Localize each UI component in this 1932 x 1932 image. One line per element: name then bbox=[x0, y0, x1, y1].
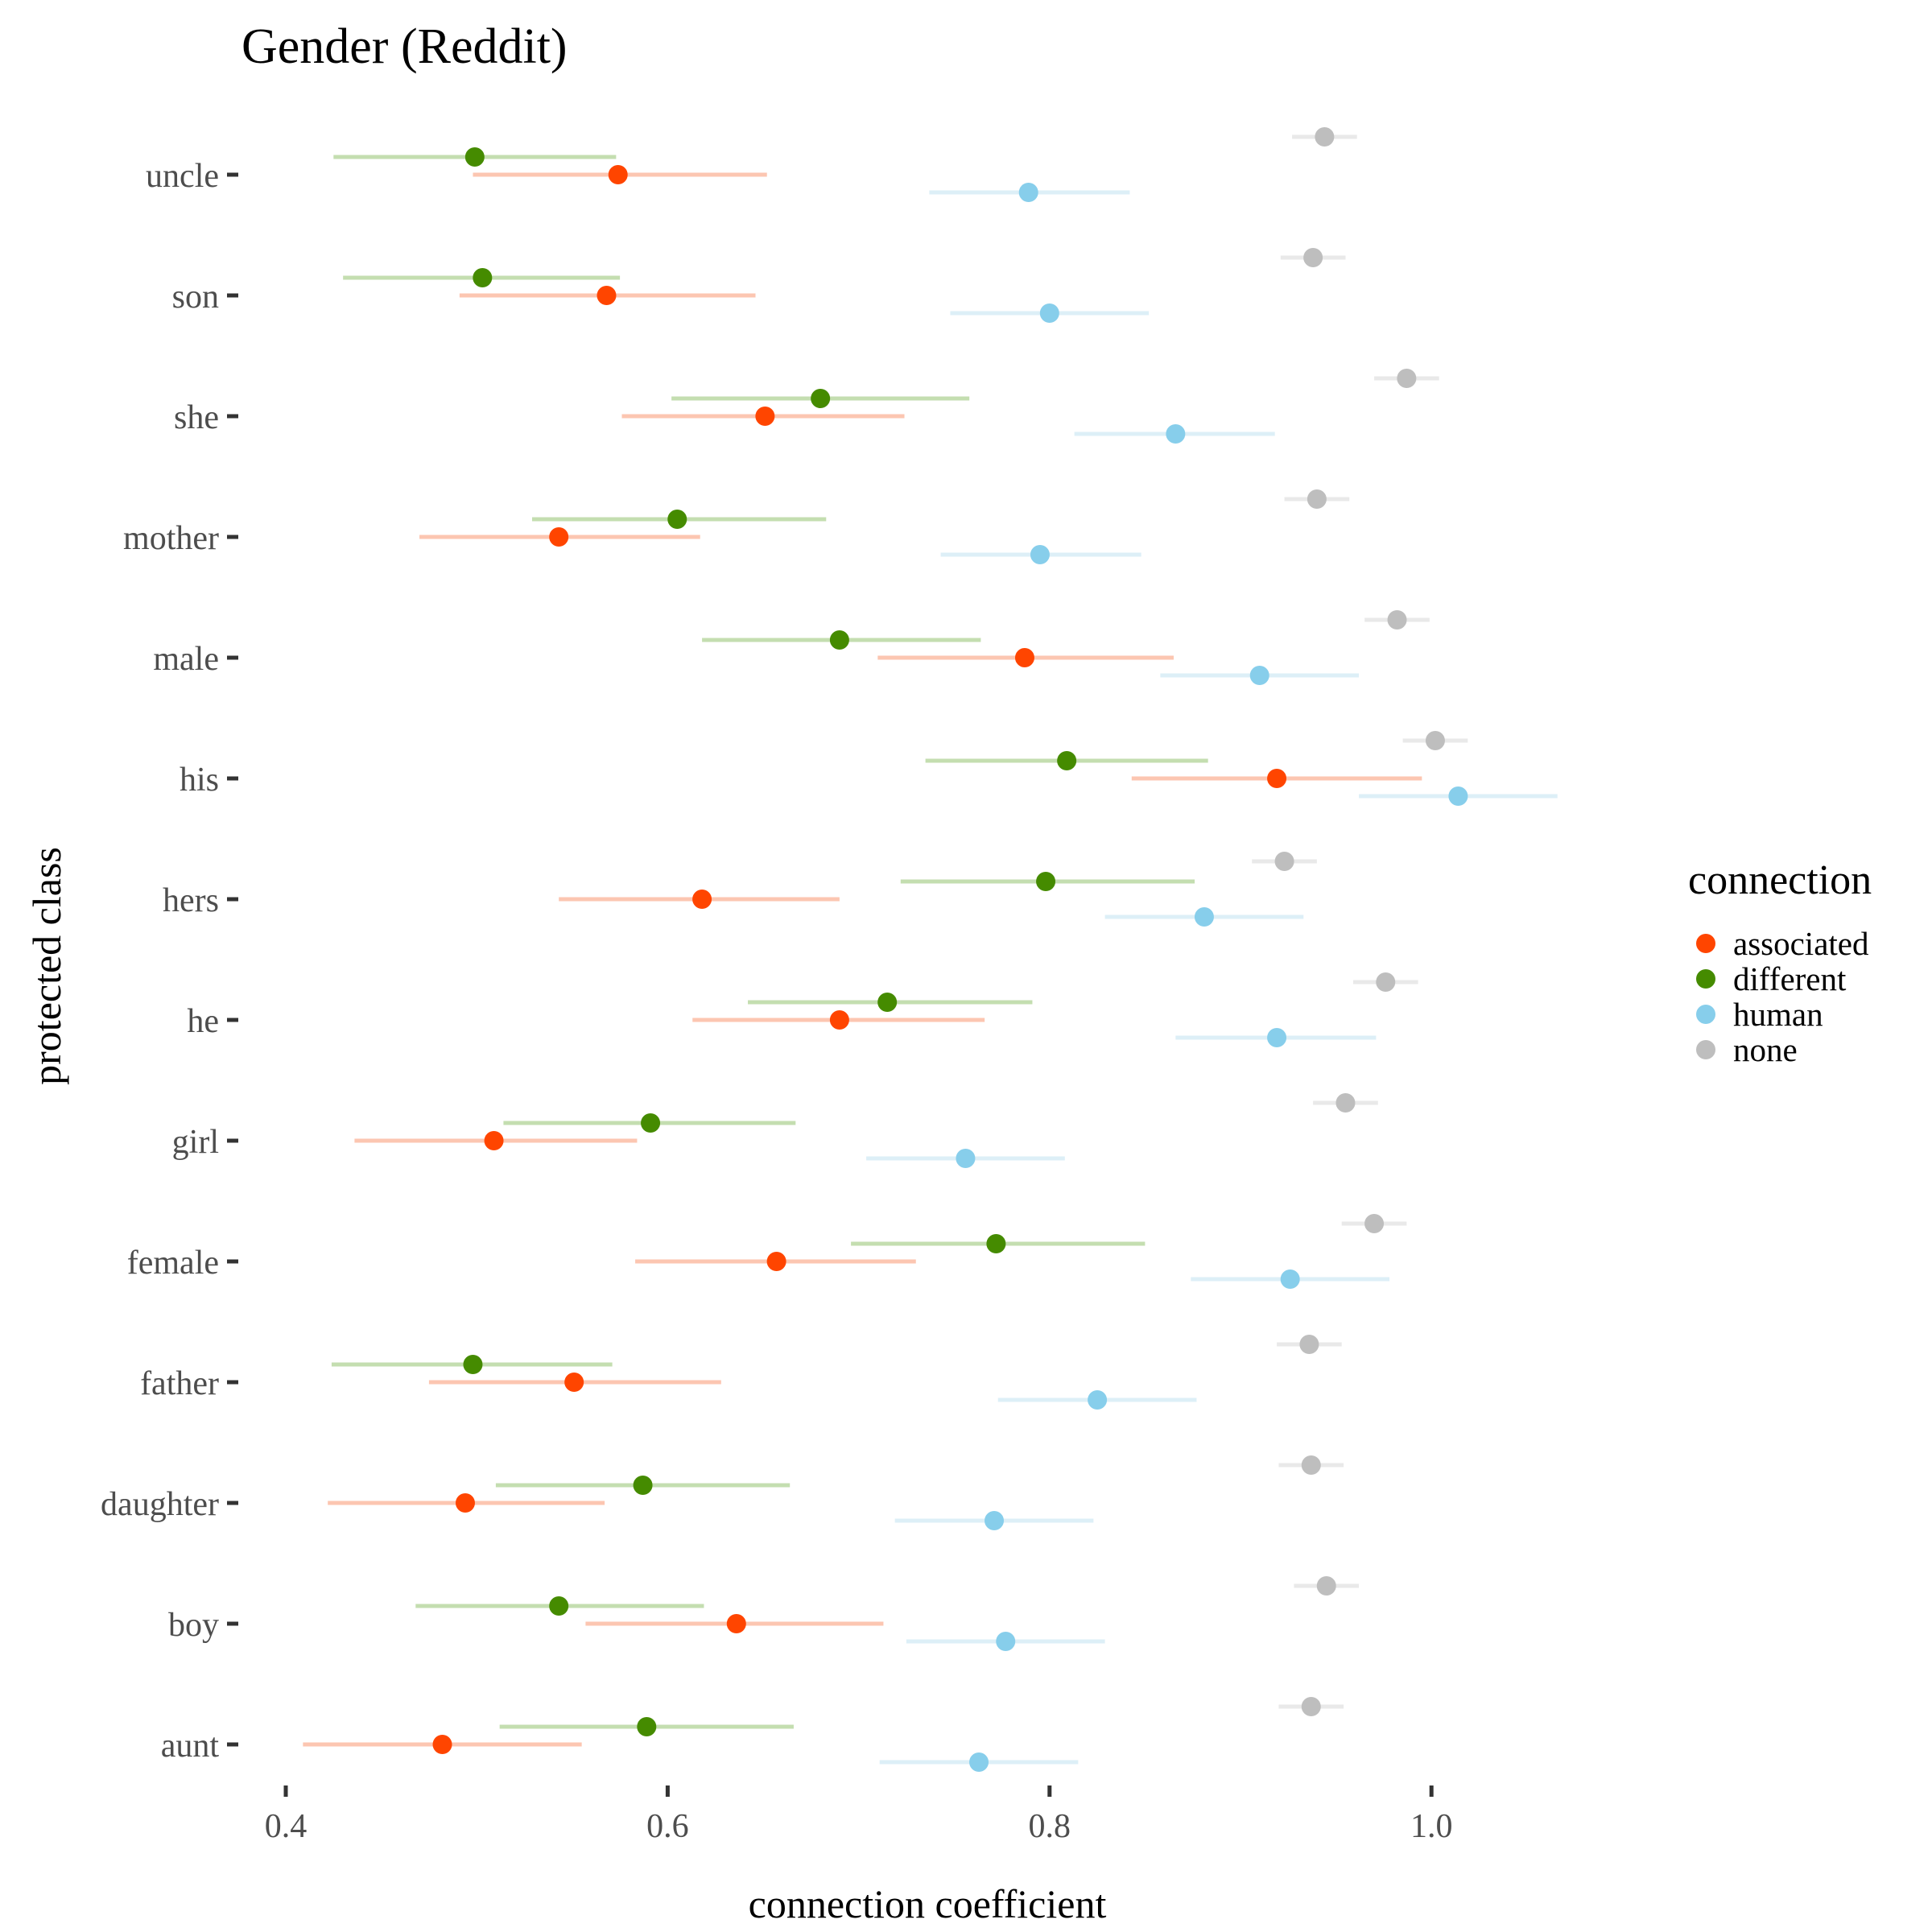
y-tick-label-daughter: daughter bbox=[101, 1486, 219, 1523]
point-different-he bbox=[877, 993, 898, 1012]
point-associated-girl bbox=[484, 1131, 504, 1150]
point-none-he bbox=[1376, 972, 1396, 992]
point-different-daughter bbox=[633, 1476, 653, 1495]
y-tick-label-boy: boy bbox=[168, 1607, 219, 1644]
x-tick-label-0.4: 0.4 bbox=[265, 1808, 308, 1845]
point-different-boy bbox=[549, 1596, 569, 1616]
point-none-she bbox=[1397, 369, 1417, 388]
y-tick-label-female: female bbox=[127, 1245, 219, 1282]
x-axis: 0.4 0.6 0.8 1.0 bbox=[265, 1785, 1453, 1845]
point-none-his bbox=[1425, 731, 1445, 750]
point-associated-mother bbox=[549, 527, 569, 547]
x-tick-label-1.0: 1.0 bbox=[1410, 1808, 1453, 1845]
point-human-she bbox=[1166, 424, 1186, 444]
point-none-aunt bbox=[1301, 1697, 1321, 1716]
data-points bbox=[432, 127, 1468, 1772]
point-human-son bbox=[1039, 303, 1059, 323]
point-different-female bbox=[986, 1234, 1006, 1253]
point-associated-female bbox=[766, 1252, 786, 1271]
point-human-aunt bbox=[969, 1752, 989, 1772]
legend-key-human bbox=[1696, 1005, 1715, 1024]
point-human-his bbox=[1448, 786, 1468, 806]
y-tick-label-father: father bbox=[140, 1365, 219, 1402]
x-tick-label-0.6: 0.6 bbox=[646, 1808, 689, 1845]
point-human-daughter bbox=[985, 1511, 1005, 1530]
point-different-girl bbox=[641, 1113, 661, 1133]
point-human-mother bbox=[1030, 545, 1050, 564]
point-none-son bbox=[1303, 248, 1323, 267]
point-none-mother bbox=[1307, 489, 1327, 509]
legend-label-different: different bbox=[1733, 960, 1847, 997]
point-associated-she bbox=[755, 407, 775, 426]
point-none-girl bbox=[1335, 1093, 1356, 1113]
y-tick-label-male: male bbox=[153, 641, 219, 678]
point-none-boy bbox=[1316, 1576, 1336, 1596]
y-tick-label-she: she bbox=[174, 399, 219, 436]
point-human-boy bbox=[996, 1632, 1016, 1651]
x-tick-label-0.8: 0.8 bbox=[1029, 1808, 1071, 1845]
chart-title: Gender (Reddit) bbox=[242, 19, 568, 74]
point-human-hers bbox=[1194, 907, 1214, 927]
point-associated-aunt bbox=[432, 1735, 452, 1754]
point-associated-boy bbox=[726, 1614, 746, 1633]
point-associated-male bbox=[1014, 648, 1034, 667]
y-tick-label-uncle: uncle bbox=[146, 158, 219, 195]
point-associated-son bbox=[597, 286, 617, 305]
point-different-mother bbox=[667, 510, 687, 529]
y-tick-label-he: he bbox=[187, 1003, 219, 1040]
y-tick-label-aunt: aunt bbox=[161, 1728, 220, 1765]
y-tick-label-mother: mother bbox=[123, 520, 219, 557]
legend-label-none: none bbox=[1733, 1031, 1798, 1068]
point-different-she bbox=[811, 389, 831, 408]
point-different-male bbox=[829, 630, 849, 650]
point-none-female bbox=[1364, 1214, 1385, 1233]
point-associated-he bbox=[829, 1010, 849, 1030]
legend-key-associated bbox=[1696, 934, 1715, 953]
x-axis-title: connection coefficient bbox=[749, 1881, 1107, 1926]
y-axis: uncle son she mother male his hers he girl female… bbox=[101, 158, 238, 1765]
point-human-he bbox=[1267, 1028, 1287, 1047]
point-none-hers bbox=[1274, 852, 1294, 871]
point-human-male bbox=[1249, 666, 1269, 685]
y-tick-label-son: son bbox=[172, 279, 219, 316]
y-axis-title: protected class bbox=[24, 847, 69, 1085]
point-human-girl bbox=[956, 1149, 976, 1168]
point-different-father bbox=[463, 1355, 483, 1374]
legend-title: connection bbox=[1688, 857, 1872, 903]
point-associated-father bbox=[564, 1373, 584, 1392]
legend-label-associated: associated bbox=[1733, 925, 1868, 962]
point-associated-his bbox=[1267, 769, 1287, 788]
legend-key-different bbox=[1696, 969, 1715, 989]
y-tick-label-girl: girl bbox=[172, 1124, 219, 1161]
point-none-male bbox=[1387, 610, 1407, 630]
legend-key-none bbox=[1696, 1040, 1715, 1059]
point-different-aunt bbox=[637, 1717, 657, 1736]
point-human-uncle bbox=[1018, 183, 1038, 202]
point-associated-hers bbox=[692, 890, 712, 909]
point-different-uncle bbox=[464, 147, 485, 167]
point-different-his bbox=[1057, 751, 1077, 770]
y-tick-label-his: his bbox=[180, 762, 219, 799]
point-associated-uncle bbox=[608, 165, 628, 184]
point-none-daughter bbox=[1301, 1455, 1321, 1475]
point-none-uncle bbox=[1315, 127, 1335, 147]
point-different-hers bbox=[1036, 872, 1056, 891]
point-associated-daughter bbox=[455, 1493, 475, 1513]
point-human-female bbox=[1280, 1269, 1300, 1289]
y-tick-label-hers: hers bbox=[163, 882, 219, 919]
legend-label-human: human bbox=[1733, 996, 1823, 1033]
point-human-father bbox=[1088, 1390, 1108, 1410]
error-bars bbox=[303, 134, 1558, 1765]
point-different-son bbox=[473, 268, 493, 287]
point-none-father bbox=[1299, 1335, 1319, 1354]
